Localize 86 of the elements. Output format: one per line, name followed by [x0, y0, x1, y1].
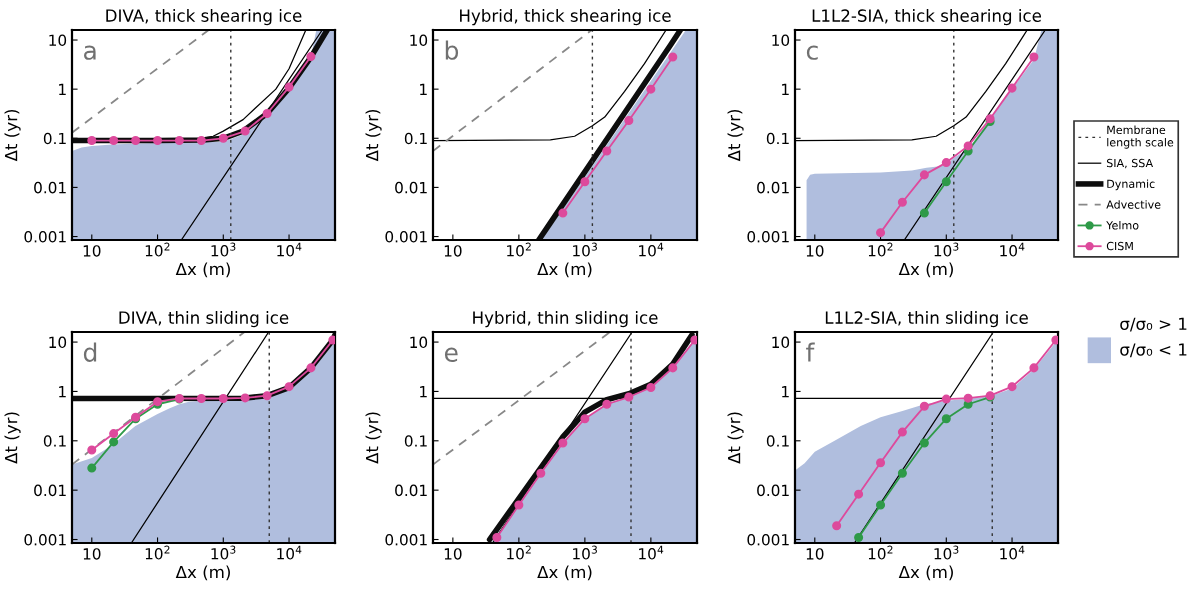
legend-label: CISM — [1106, 241, 1133, 251]
y-tick-label: 0.1 — [404, 132, 427, 145]
chart-title: DIVA, thin sliding ice — [119, 311, 289, 328]
y-tick-label: 0.01 — [757, 484, 789, 497]
x-tick-label: 10$^{2}$ — [145, 242, 170, 257]
x-tick-label: 10$^{4}$ — [277, 242, 302, 257]
y-tick-label: 10 — [410, 336, 428, 349]
x-tick-label: 10 — [444, 548, 462, 560]
chart-title: Hybrid, thin sliding ice — [473, 311, 658, 328]
y-tick-label: 10 — [49, 336, 67, 349]
y-tick-label: 10 — [410, 34, 428, 47]
y-tick-label: 1 — [420, 386, 427, 398]
x-axis-title: Δx (m) — [175, 565, 230, 581]
y-tick-label: 1 — [782, 83, 789, 95]
y-tick-label: 10 — [772, 336, 790, 349]
y-axis-title: Δt (yr) — [4, 109, 21, 162]
chart-title: DIVA, thick shearing ice — [106, 9, 302, 26]
x-tick-label: 10$^{3}$ — [573, 242, 597, 257]
y-tick-label: 0.001 — [385, 231, 427, 243]
y-tick-label: 1 — [420, 83, 427, 95]
y-tick-label: 0.001 — [747, 533, 789, 546]
y-tick-label: 10 — [49, 34, 67, 47]
y-axis-title: Δt (yr) — [727, 412, 744, 464]
legend-label: Dynamic — [1107, 179, 1155, 191]
y-axis-title: Δt (yr) — [365, 412, 382, 464]
y-tick-label: 10 — [772, 34, 790, 47]
y-tick-label: 1 — [782, 386, 789, 398]
y-tick-label: 0.1 — [766, 435, 789, 447]
y-tick-label: 0.001 — [385, 533, 427, 546]
x-axis-title: Δx (m) — [898, 565, 953, 581]
annotation: b — [445, 40, 459, 60]
chart-title: L1L2-SIA, thin sliding ice — [825, 311, 1028, 328]
y-tick-label: 0.01 — [395, 181, 427, 194]
y-tick-label: 0.1 — [43, 435, 66, 447]
y-tick-label: 0.001 — [24, 231, 66, 243]
x-tick-label: 10$^{3}$ — [573, 545, 597, 560]
x-tick-label: 10$^{3}$ — [934, 545, 959, 560]
y-tick-label: 0.01 — [395, 484, 427, 497]
legend-label: Membrane length scale — [1107, 125, 1174, 149]
y-tick-label: 0.01 — [757, 181, 789, 194]
x-tick-label: 10 — [83, 245, 101, 257]
x-tick-label: 10 — [444, 245, 462, 257]
annotation: a — [84, 45, 96, 60]
y-tick-label: 0.01 — [34, 484, 66, 497]
y-tick-label: 0.1 — [404, 435, 427, 447]
x-tick-label: 10$^{2}$ — [868, 242, 893, 257]
y-tick-label: 1 — [59, 386, 66, 398]
y-tick-label: 0.001 — [24, 533, 66, 546]
x-tick-label: 10$^{4}$ — [1000, 242, 1025, 257]
x-tick-label: 10$^{3}$ — [211, 545, 236, 560]
annotation: e — [444, 347, 458, 362]
legend-label: Advective — [1106, 200, 1161, 209]
y-axis-title: Δt (yr) — [727, 109, 744, 162]
x-tick-label: 10 — [83, 548, 101, 560]
annotation: d — [83, 342, 97, 362]
y-tick-label: 0.1 — [43, 132, 66, 145]
y-tick-label: 0.001 — [747, 231, 789, 243]
x-axis-title: Δx (m) — [175, 262, 230, 278]
x-tick-label: 10$^{2}$ — [868, 545, 893, 560]
chart-title: Hybrid, thick shearing ice — [460, 9, 671, 26]
y-tick-label: 1 — [59, 83, 66, 95]
y-tick-label: 0.1 — [766, 132, 789, 145]
text: σ/σ₀ > 1 — [1120, 317, 1187, 332]
y-axis-title: Δt (yr) — [365, 109, 382, 162]
x-axis-title: Δx (m) — [537, 262, 592, 278]
chart-title: L1L2-SIA, thick shearing ice — [812, 9, 1042, 26]
x-tick-label: 10$^{2}$ — [507, 242, 531, 257]
legend-label: Yelmo — [1106, 220, 1139, 230]
x-tick-label: 10 — [806, 245, 824, 257]
x-tick-label: 10$^{2}$ — [145, 545, 170, 560]
x-tick-label: 10$^{2}$ — [507, 545, 531, 560]
x-tick-label: 10$^{4}$ — [277, 545, 302, 560]
y-tick-label: 0.01 — [34, 181, 66, 194]
legend-label: σ/σ₀ < 1 — [1120, 343, 1187, 358]
x-axis-title: Δx (m) — [898, 262, 953, 278]
x-tick-label: 10$^{4}$ — [639, 242, 664, 257]
x-tick-label: 10$^{3}$ — [211, 242, 236, 257]
annotation: c — [806, 45, 818, 60]
x-tick-label: 10 — [806, 548, 824, 560]
annotation: f — [806, 342, 815, 362]
legend-label: SIA, SSA — [1106, 158, 1154, 169]
y-axis-title: Δt (yr) — [4, 412, 21, 464]
x-tick-label: 10$^{4}$ — [639, 545, 664, 560]
x-axis-title: Δx (m) — [537, 565, 592, 581]
x-tick-label: 10$^{3}$ — [934, 242, 959, 257]
x-tick-label: 10$^{4}$ — [1000, 545, 1025, 560]
